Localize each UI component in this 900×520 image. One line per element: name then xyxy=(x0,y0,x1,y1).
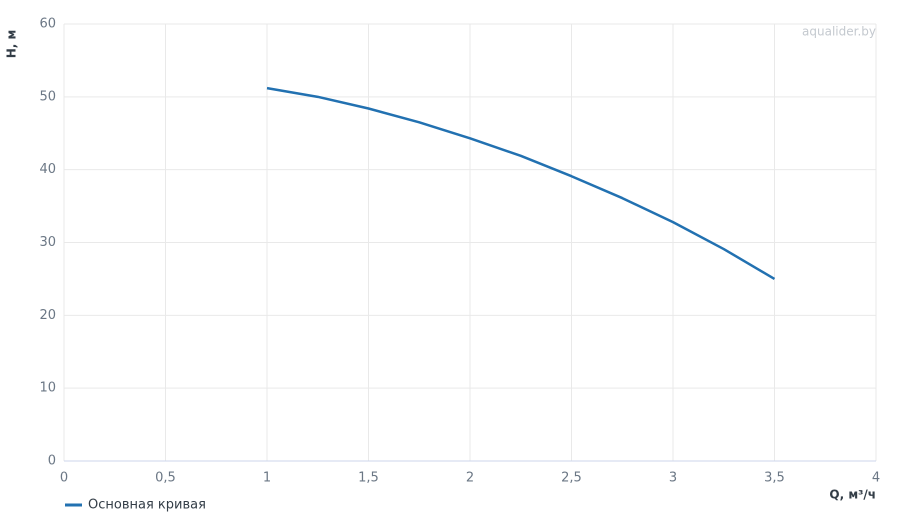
x-tick-label: 1 xyxy=(263,471,271,486)
y-tick-label: 20 xyxy=(39,308,56,323)
y-tick-label: 10 xyxy=(39,381,56,396)
legend-label: Основная кривая xyxy=(88,498,206,513)
x-tick-label: 1,5 xyxy=(358,471,379,486)
x-tick-label: 3,5 xyxy=(764,471,785,486)
x-tick-label: 4 xyxy=(872,471,880,486)
x-tick-label: 0,5 xyxy=(155,471,176,486)
x-tick-label: 2 xyxy=(466,471,474,486)
y-tick-label: 50 xyxy=(39,89,56,104)
y-tick-label: 0 xyxy=(48,454,56,469)
y-tick-label: 60 xyxy=(39,17,56,32)
y-axis-title: H, м xyxy=(5,30,19,59)
watermark: aqualider.by xyxy=(802,25,876,39)
x-tick-label: 2,5 xyxy=(561,471,582,486)
line-series xyxy=(266,86,776,280)
y-tick-label: 40 xyxy=(39,162,56,177)
x-tick-label: 0 xyxy=(60,471,68,486)
y-tick-label: 30 xyxy=(39,235,56,250)
x-axis-title: Q, м³/ч xyxy=(829,488,876,502)
x-tick-label: 3 xyxy=(669,471,677,486)
